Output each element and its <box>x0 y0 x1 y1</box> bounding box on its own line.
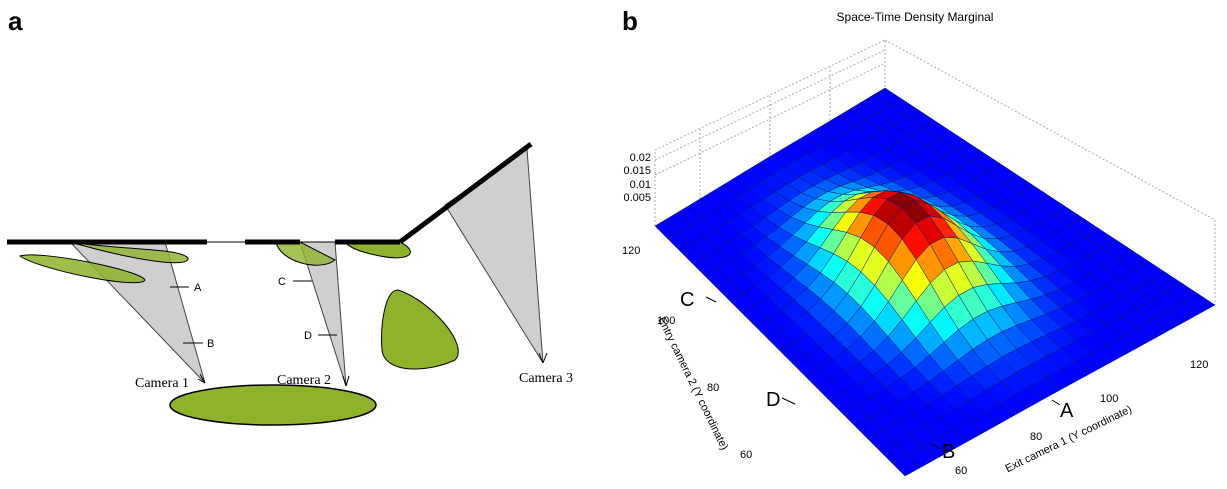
marker-label: C <box>278 276 286 288</box>
marker-label: D <box>304 330 312 342</box>
axis-marker: B <box>942 441 955 463</box>
entry-tick-label: 120 <box>622 245 640 257</box>
marker-label: A <box>194 282 202 294</box>
marker-label: B <box>207 338 214 350</box>
marker-tick <box>706 297 716 302</box>
density-surface <box>655 88 1215 476</box>
z-tick-label: 0.015 <box>623 165 651 177</box>
exit-tick-label: 80 <box>1030 431 1042 443</box>
figure: a A B C D Camera 1 Camera 2 Camera 3 b S… <box>0 0 1227 489</box>
plot-title: Space-Time Density Marginal <box>837 10 994 24</box>
marker-tick <box>1052 400 1060 405</box>
axis-marker: A <box>1060 400 1074 422</box>
entry-tick-label: 60 <box>740 449 752 461</box>
entry-tick-label: 80 <box>707 382 719 394</box>
z-tick-label: 0.01 <box>630 179 651 191</box>
z-tick-label: 0.02 <box>630 152 651 164</box>
exit-tick-label: 60 <box>955 465 967 477</box>
z-tick-label: 0.005 <box>623 192 651 204</box>
camera-label: Camera 2 <box>277 373 331 388</box>
marker-tick <box>782 398 795 404</box>
axis-marker: D <box>766 389 780 411</box>
camera-label: Camera 1 <box>135 376 189 391</box>
panel-label: b <box>622 6 638 36</box>
exit-tick-label: 100 <box>1100 393 1118 405</box>
panel-label: a <box>8 6 23 36</box>
exit-tick-label: 120 <box>1190 359 1208 371</box>
axis-marker: C <box>680 289 694 311</box>
camera-label: Camera 3 <box>519 371 573 386</box>
